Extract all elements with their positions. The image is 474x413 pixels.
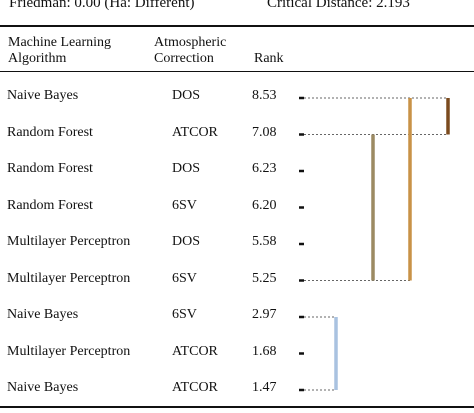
cell-correction: ATCOR [172,380,218,395]
cell-rank: 2.97 [252,307,277,322]
header-rank: Rank [254,51,284,66]
cell-rank: 5.58 [252,234,277,249]
cell-rank: 7.08 [252,124,277,140]
cell-algorithm: Multilayer Perceptron [7,270,131,286]
cell-correction: DOS [172,88,201,103]
cell-correction: 6SV [172,270,197,286]
caption: Friedman: 0.00 (Ha: Different) Critical … [0,0,474,17]
top-rule [0,25,474,27]
cell-rank: 1.68 [252,343,277,359]
header-algorithm-line2: Algorithm [8,51,67,66]
cell-rank: 8.53 [252,88,277,103]
header-correction: Atmospheric Correction [154,35,226,67]
cell-correction: 6SV [172,197,197,213]
header-rule [0,71,474,72]
header-correction-line2: Correction [154,51,214,66]
cell-algorithm: Naive Bayes [7,380,79,395]
cell-algorithm: Random Forest [7,124,93,140]
header-algorithm-line1: Machine Learning [8,35,112,50]
cell-correction: ATCOR [172,343,218,359]
cell-correction: ATCOR [172,124,218,140]
cell-algorithm: Naive Bayes [7,88,79,103]
cell-algorithm: Multilayer Perceptron [7,343,131,359]
cell-rank: 6.20 [252,197,277,213]
bottom-rule [0,406,474,408]
cell-correction: DOS [172,161,201,176]
cell-rank: 6.23 [252,161,277,176]
cell-algorithm: Random Forest [7,197,93,213]
cell-correction: 6SV [172,307,197,322]
cell-rank: 1.47 [252,380,277,395]
cell-rank: 5.25 [252,270,277,286]
cell-algorithm: Random Forest [7,161,93,176]
friedman-text: Friedman: 0.00 (Ha: Different) [9,0,195,11]
header-correction-line1: Atmospheric [154,35,227,50]
critical-distance-text: Critical Distance: 2.193 [267,0,410,11]
cell-algorithm: Multilayer Perceptron [7,234,131,249]
header-algorithm: Machine Learning Algorithm [8,35,111,67]
cell-correction: DOS [172,234,201,249]
cell-algorithm: Naive Bayes [7,307,79,322]
